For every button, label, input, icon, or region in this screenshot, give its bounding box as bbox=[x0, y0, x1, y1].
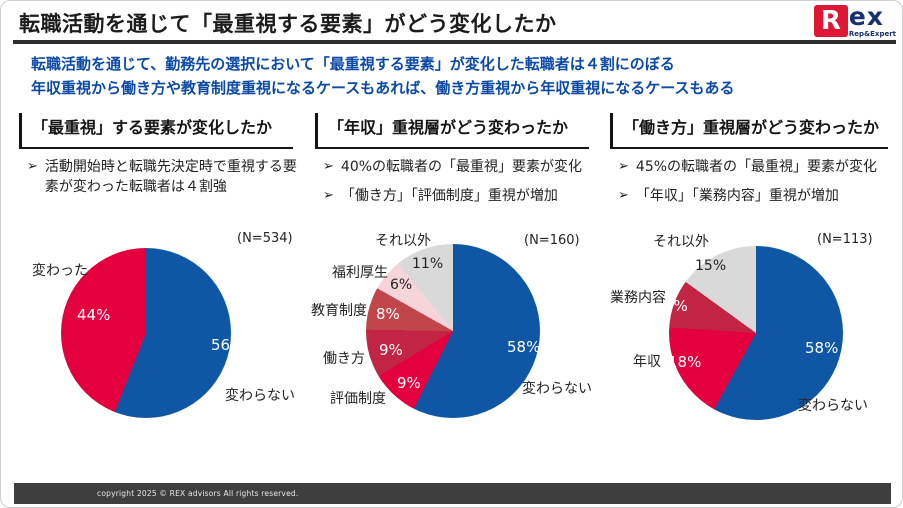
pie-chart-overall bbox=[61, 248, 231, 418]
bullet-text: 40%の転職者の「最重視」要素が変化 bbox=[340, 159, 583, 175]
slice-label-workstyle: 働き方 bbox=[323, 351, 365, 367]
bullet-item: ➢ 40%の転職者の「最重視」要素が変化 bbox=[323, 157, 595, 177]
slice-label-education: 教育制度 bbox=[311, 303, 367, 319]
rex-logo: R ex Rep&Expert bbox=[813, 2, 896, 38]
intro-line-2: 年収重視から働き方や教育制度重視になるケースもあれば、働き方重視から年収重視にな… bbox=[31, 79, 735, 97]
title-divider bbox=[13, 40, 896, 44]
slice-pct-unchanged: 56% bbox=[211, 336, 245, 354]
logo-text-block: ex Rep&Expert bbox=[848, 2, 896, 38]
section-heading-salary-group: 「年収」重視層がどう変わったか bbox=[315, 113, 589, 149]
copyright-text: copyright 2025 © REX advisors All rights… bbox=[97, 489, 299, 498]
pie-chart-workstyle-group bbox=[669, 246, 843, 420]
slice-label-others: それ以外 bbox=[375, 233, 431, 249]
bullet-list-workstyle-group: ➢ 45%の転職者の「最重視」要素が変化 ➢ 「年収」「業務内容」重視が増加 bbox=[618, 157, 896, 215]
page-title: 転職活動を通じて「最重視する要素」がどう変化したか bbox=[19, 12, 557, 36]
slice-label-changed: 変わった bbox=[32, 263, 88, 279]
slice-label-benefits: 福利厚生 bbox=[332, 265, 388, 281]
bullet-arrow-icon: ➢ bbox=[323, 188, 334, 203]
slice-pct-changed: 44% bbox=[77, 306, 111, 324]
bullet-list-salary-group: ➢ 40%の転職者の「最重視」要素が変化 ➢ 「働き方」「評価制度」重視が増加 bbox=[323, 157, 595, 215]
slice-label-unchanged: 変わらない bbox=[798, 398, 868, 414]
sample-size-label: (N=534) bbox=[237, 231, 293, 246]
slice-pct-unchanged: 58% bbox=[507, 338, 541, 356]
slice-label-unchanged: 変わらない bbox=[225, 388, 295, 404]
logo-ex-text: ex bbox=[848, 2, 884, 31]
slice-label-evaluation: 評価制度 bbox=[330, 391, 386, 407]
section-heading-overall: 「最重視」する要素が変化したか bbox=[19, 113, 293, 149]
sample-size-label: (N=160) bbox=[524, 233, 580, 248]
slice-pct-salary: 18% bbox=[668, 353, 702, 371]
slice-pct-benefits: 6% bbox=[390, 277, 413, 293]
bullet-list-overall: ➢ 活動開始時と転職先決定時で重視する要素が変わった転職者は４割強 bbox=[27, 157, 297, 206]
slice-pct-evaluation: 9% bbox=[397, 374, 421, 392]
bullet-arrow-icon: ➢ bbox=[323, 159, 334, 174]
pie-chart-salary-group bbox=[366, 244, 540, 418]
slice-pct-others: 11% bbox=[412, 256, 444, 272]
bullet-item: ➢ 「年収」「業務内容」重視が増加 bbox=[618, 186, 896, 206]
bullet-item: ➢ 「働き方」「評価制度」重視が増加 bbox=[323, 186, 595, 206]
slice-pct-others: 15% bbox=[695, 258, 727, 274]
sample-size-label: (N=113) bbox=[817, 232, 873, 247]
slice-pct-workstyle: 9% bbox=[379, 341, 403, 359]
intro-summary: 転職活動を通じて、勤務先の選択において「最重視する要素」が変化した転職者は４割に… bbox=[31, 52, 735, 100]
slice-pct-education: 8% bbox=[376, 305, 400, 323]
slice-pct-unchanged: 58% bbox=[805, 339, 839, 357]
slice-label-jobcontent: 業務内容 bbox=[610, 290, 666, 306]
intro-line-1: 転職活動を通じて、勤務先の選択において「最重視する要素」が変化した転職者は４割に… bbox=[31, 55, 675, 73]
bullet-text: 活動開始時と転職先決定時で重視する要素が変わった転職者は４割強 bbox=[44, 159, 297, 195]
bullet-arrow-icon: ➢ bbox=[618, 188, 629, 203]
bullet-item: ➢ 45%の転職者の「最重視」要素が変化 bbox=[618, 157, 896, 177]
logo-tagline: Rep&Expert bbox=[848, 30, 896, 38]
bullet-text: 「年収」「業務内容」重視が増加 bbox=[635, 188, 839, 204]
slice-label-unchanged: 変わらない bbox=[522, 381, 592, 397]
bullet-text: 「働き方」「評価制度」重視が増加 bbox=[340, 188, 558, 204]
slice-label-others: それ以外 bbox=[653, 234, 709, 250]
footer-bar: copyright 2025 © REX advisors All rights… bbox=[14, 483, 891, 504]
slice-label-salary: 年収 bbox=[633, 354, 661, 370]
section-heading-workstyle-group: 「働き方」重視層がどう変わったか bbox=[610, 113, 888, 149]
bullet-text: 45%の転職者の「最重視」要素が変化 bbox=[635, 159, 878, 175]
bullet-arrow-icon: ➢ bbox=[618, 159, 629, 174]
slice-pct-jobcontent: 9% bbox=[664, 297, 688, 315]
bullet-item: ➢ 活動開始時と転職先決定時で重視する要素が変わった転職者は４割強 bbox=[27, 157, 297, 197]
logo-r-mark: R bbox=[813, 5, 848, 37]
bullet-arrow-icon: ➢ bbox=[27, 159, 38, 174]
